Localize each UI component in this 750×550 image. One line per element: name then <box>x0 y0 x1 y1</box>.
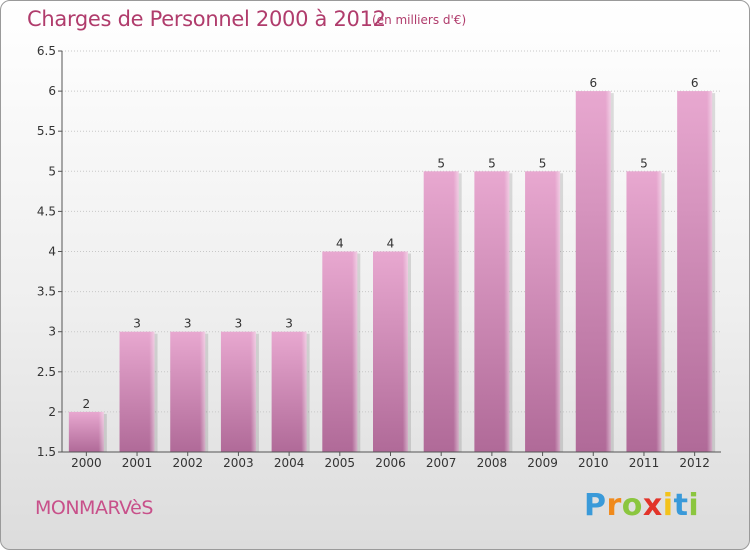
bar-highlight <box>170 331 206 452</box>
data-label: 3 <box>235 317 243 331</box>
y-tick-label: 6 <box>48 84 56 98</box>
x-tick-label: 2010 <box>578 456 609 470</box>
x-tick-label: 2012 <box>679 456 710 470</box>
chart-subtitle: (en milliers d'€) <box>372 13 467 27</box>
y-tick-label: 1.5 <box>37 445 56 459</box>
bar-highlight <box>220 331 256 452</box>
logo-letter: i <box>662 488 674 523</box>
data-label: 6 <box>589 76 597 90</box>
data-label: 6 <box>691 76 699 90</box>
proxiti-logo[interactable]: Proxiti <box>584 488 699 523</box>
commune-name: MONMARVèS <box>35 497 153 519</box>
bar-highlight <box>575 91 611 452</box>
data-label: 5 <box>640 156 648 170</box>
logo-letter: i <box>688 488 700 523</box>
y-tick-label: 2.5 <box>37 365 56 379</box>
bar-highlight <box>474 171 510 453</box>
y-tick-label: 5 <box>48 164 56 178</box>
logo-letter: x <box>642 488 663 523</box>
x-tick-label: 2000 <box>71 456 102 470</box>
y-tick-label: 3.5 <box>37 285 56 299</box>
x-tick-label: 2009 <box>527 456 558 470</box>
bar-highlight <box>271 331 307 452</box>
bar-highlight <box>423 171 459 453</box>
x-tick-label: 2002 <box>172 456 203 470</box>
bar-highlight <box>68 411 104 452</box>
bar-highlight <box>322 251 358 452</box>
bar-highlight <box>677 91 713 452</box>
x-tick-label: 2006 <box>375 456 406 470</box>
y-tick-label: 5.5 <box>37 124 56 138</box>
data-label: 3 <box>184 317 192 331</box>
bar-highlight <box>373 251 408 452</box>
logo-letter: o <box>621 488 643 523</box>
x-tick-label: 2004 <box>274 456 305 470</box>
x-tick-label: 2011 <box>629 456 660 470</box>
bar-highlight <box>626 171 662 453</box>
y-tick-label: 3 <box>48 325 56 339</box>
data-label: 3 <box>285 317 293 331</box>
bars <box>68 91 716 453</box>
data-label: 2 <box>83 397 91 411</box>
logo-letter: P <box>584 488 607 523</box>
data-label: 5 <box>488 156 496 170</box>
x-tick-label: 2007 <box>426 456 457 470</box>
logo-letter: r <box>606 488 622 523</box>
chart-title: Charges de Personnel 2000 à 2012 <box>27 7 386 31</box>
y-tick-label: 2 <box>48 405 56 419</box>
data-label: 3 <box>133 317 141 331</box>
x-tick-label: 2005 <box>325 456 356 470</box>
x-tick-label: 2001 <box>122 456 153 470</box>
data-label: 5 <box>539 156 547 170</box>
y-tick-label: 6.5 <box>37 44 56 58</box>
bar-highlight <box>525 171 561 453</box>
logo-letter: t <box>673 488 689 523</box>
data-label: 5 <box>437 156 445 170</box>
axes <box>58 50 721 456</box>
data-label: 4 <box>387 237 395 251</box>
labels: 1.5 2 2.5 3 3.5 4 4.5 5 5.5 6 6.5 2 2000 3 2001 3 2002 3 2… <box>37 44 710 470</box>
y-tick-label: 4.5 <box>37 204 56 218</box>
y-tick-label: 4 <box>48 245 56 259</box>
bar-highlight <box>119 331 155 452</box>
x-tick-label: 2003 <box>223 456 254 470</box>
x-tick-label: 2008 <box>477 456 508 470</box>
data-label: 4 <box>336 237 344 251</box>
